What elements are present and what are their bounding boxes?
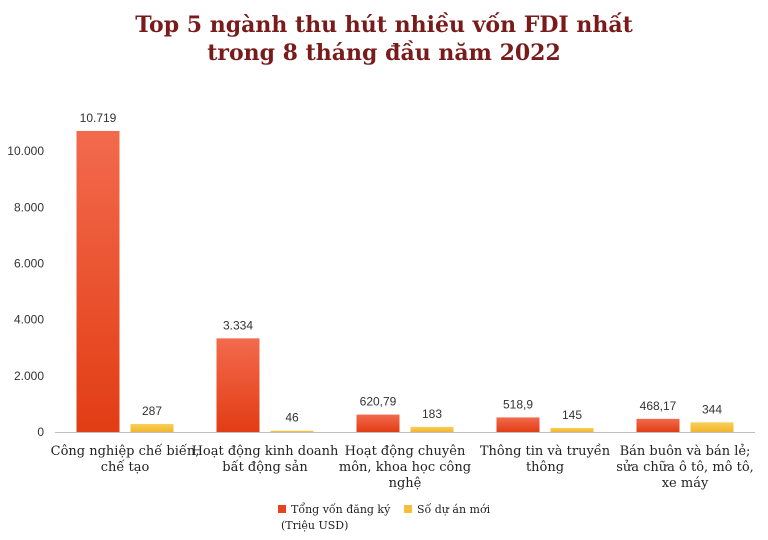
bar-series-2-category-5 (690, 422, 734, 432)
x-category-label: bất động sản (222, 459, 308, 475)
bars: 10.719 287 3.334 46 620,79 183 518,9 145 468,17 3… (76, 111, 734, 433)
data-label: 468,17 (640, 399, 677, 413)
bar-series-1-category-2 (216, 338, 260, 432)
data-label: 620,79 (360, 395, 397, 409)
x-category-label: Hoạt động chuyên (345, 444, 466, 459)
bar-series-1-category-5 (636, 418, 680, 432)
legend-label-series-2: Số dự án mới (417, 503, 491, 516)
data-label: 10.719 (80, 111, 117, 125)
x-category-label: nghệ (389, 476, 422, 491)
chart-title-line-2: trong 8 tháng đầu năm 2022 (207, 40, 561, 66)
bar-series-1-category-4 (496, 417, 540, 432)
y-tick-label: 10.000 (7, 144, 44, 158)
data-label: 518,9 (503, 397, 533, 411)
bar-series-1-category-3 (356, 414, 400, 432)
data-label: 3.334 (223, 318, 253, 332)
data-label: 46 (285, 411, 299, 425)
y-axis: 0 2.000 4.000 6.000 8.000 10.000 (7, 144, 44, 439)
legend-label-series-1: Tổng vốn đăng ký (291, 503, 391, 516)
legend-swatch-series-1 (278, 505, 286, 513)
legend-label-series-1: (Triệu USD) (281, 519, 348, 532)
x-category-label: môn, khoa học công (339, 460, 471, 475)
y-tick-label: 6.000 (14, 257, 44, 271)
data-label: 183 (422, 407, 442, 421)
y-tick-label: 2.000 (14, 369, 44, 383)
y-tick-label: 0 (37, 425, 44, 439)
legend-swatch-series-2 (404, 505, 412, 513)
data-label: 344 (702, 402, 722, 416)
y-tick-label: 8.000 (14, 200, 44, 214)
y-tick-label: 4.000 (14, 313, 44, 327)
bar-series-2-category-4 (550, 427, 594, 432)
data-label: 145 (562, 408, 582, 422)
x-category-label: xe máy (662, 476, 709, 491)
x-category-label: Thông tin và truyền (480, 443, 611, 459)
x-axis: Công nghiệp chế biến,chế tạo Hoạt động ki… (51, 432, 755, 491)
chart-title-line-1: Top 5 ngành thu hút nhiều vốn FDI nhất (135, 12, 633, 38)
x-category-label: thông (526, 460, 564, 475)
bar-series-1-category-1 (76, 130, 120, 433)
x-category-label: Công nghiệp chế biến, (51, 443, 200, 459)
bar-series-2-category-3 (410, 426, 454, 432)
x-category-label: chế tạo (101, 459, 150, 475)
x-category-label: sửa chữa ô tô, mô tô, (616, 460, 754, 475)
data-label: 287 (142, 404, 162, 418)
bar-series-2-category-1 (130, 423, 174, 432)
bar-series-2-category-2 (270, 430, 314, 432)
x-category-label: Bán buôn và bán lẻ; (620, 444, 751, 459)
legend: Tổng vốn đăng ký (Triệu USD) Số dự án mới (278, 503, 491, 532)
x-category-label: Hoạt động kinh doanh (192, 444, 339, 459)
